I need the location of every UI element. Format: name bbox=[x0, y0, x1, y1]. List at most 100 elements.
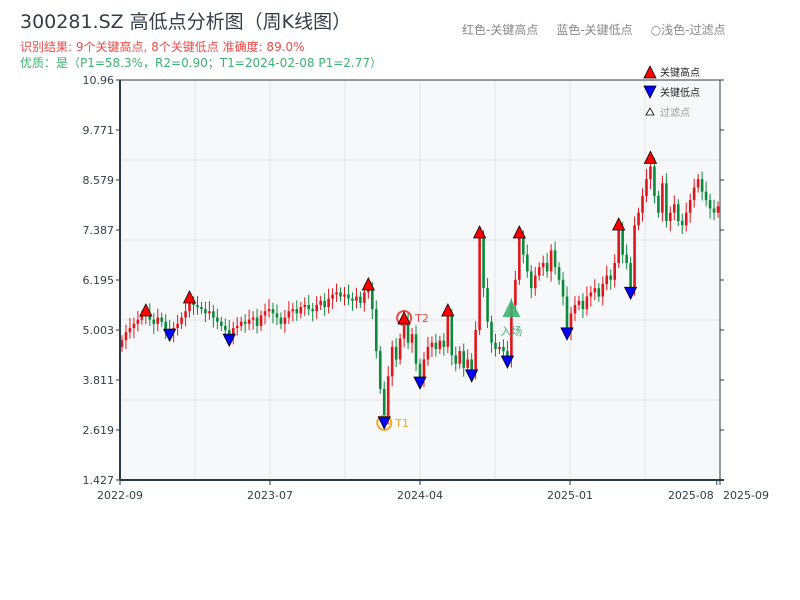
candle-body bbox=[355, 296, 358, 301]
candle-body bbox=[442, 340, 446, 347]
candle-body bbox=[462, 351, 466, 368]
candle-body bbox=[637, 212, 640, 226]
candle-body bbox=[339, 292, 342, 297]
candle-body bbox=[291, 309, 295, 312]
candle-body bbox=[223, 325, 227, 331]
candle-body bbox=[287, 311, 291, 318]
candle-body bbox=[120, 340, 124, 347]
candle-body bbox=[251, 317, 255, 320]
candle-body bbox=[653, 166, 656, 196]
candle-body bbox=[315, 304, 318, 312]
candle-body bbox=[371, 288, 374, 310]
y-tick-label: 1.427 bbox=[83, 474, 115, 487]
candle-body bbox=[188, 302, 191, 312]
candle-body bbox=[645, 179, 648, 196]
candle-body bbox=[192, 302, 195, 305]
t1-label: T1 bbox=[394, 417, 409, 430]
key-high-marker bbox=[643, 150, 658, 164]
key-high-marker bbox=[182, 290, 197, 304]
candle-body bbox=[700, 179, 704, 192]
candle-body bbox=[629, 263, 632, 289]
candle-body bbox=[275, 313, 279, 318]
candle-body bbox=[430, 342, 434, 347]
candle-body bbox=[176, 323, 179, 329]
candle-body bbox=[498, 346, 501, 350]
candle-body bbox=[279, 317, 283, 324]
legend-high-label: 关键高点 bbox=[660, 66, 700, 79]
key-low-marker bbox=[560, 327, 574, 341]
candle-body bbox=[680, 221, 684, 226]
candle-body bbox=[283, 317, 287, 324]
candle-body bbox=[351, 298, 354, 301]
key-high-marker bbox=[441, 303, 455, 317]
candle-body bbox=[398, 338, 402, 360]
candle-body bbox=[247, 319, 251, 324]
candle-body bbox=[152, 319, 156, 324]
key-high-marker bbox=[361, 277, 375, 291]
candle-body bbox=[712, 208, 716, 213]
candle-body bbox=[243, 321, 247, 324]
key-low-marker bbox=[465, 369, 479, 383]
x-tick-label: 2022-09 bbox=[97, 489, 143, 502]
candle-body bbox=[494, 342, 497, 350]
y-tick-label: 2.619 bbox=[83, 424, 115, 437]
candle-body bbox=[200, 307, 203, 310]
quality-summary: 优质：是（P1=58.3%，R2=0.90；T1=2024-02-08 P1=2… bbox=[20, 56, 383, 70]
candle-body bbox=[692, 187, 696, 201]
caption-low: 蓝色-关键低点 bbox=[556, 23, 633, 37]
candle-body bbox=[557, 267, 561, 280]
candle-body bbox=[307, 304, 311, 310]
key-low-marker bbox=[413, 376, 427, 390]
candle-body bbox=[601, 283, 605, 297]
candle-body bbox=[537, 267, 541, 276]
candle-body bbox=[184, 311, 187, 318]
candle-body bbox=[128, 328, 132, 333]
key-high-marker bbox=[472, 225, 487, 239]
x-tick-label: 2025-01 bbox=[547, 489, 593, 502]
candle-body bbox=[696, 179, 700, 188]
candle-body bbox=[267, 309, 271, 312]
candle-body bbox=[669, 212, 672, 222]
candle-body bbox=[486, 288, 489, 322]
candle-body bbox=[378, 351, 382, 389]
candle-body bbox=[136, 319, 140, 324]
candle-body bbox=[553, 250, 557, 268]
key-high-marker bbox=[397, 311, 411, 325]
x-tick-label: 2023-07 bbox=[247, 489, 293, 502]
candle-body bbox=[363, 292, 366, 303]
key-low-marker bbox=[500, 355, 515, 369]
y-tick-label: 10.96 bbox=[83, 74, 115, 87]
candle-body bbox=[625, 254, 628, 264]
candle-body bbox=[541, 263, 545, 268]
y-tick-label: 8.579 bbox=[83, 174, 115, 187]
candle-body bbox=[641, 195, 644, 213]
candle-body bbox=[124, 332, 128, 341]
candle-body bbox=[529, 271, 533, 289]
candle-body bbox=[374, 309, 378, 352]
candle-body bbox=[676, 204, 680, 222]
candle-body bbox=[422, 359, 426, 379]
candle-body bbox=[525, 254, 529, 272]
candle-body bbox=[212, 311, 215, 318]
candle-body bbox=[561, 279, 565, 297]
candle-body bbox=[434, 342, 438, 350]
candle-body bbox=[585, 296, 589, 310]
x-tick-label: 2025-09 bbox=[723, 489, 769, 502]
candle-body bbox=[196, 304, 199, 308]
candle-body bbox=[164, 321, 167, 331]
candle-body bbox=[220, 321, 223, 326]
candle-body bbox=[633, 225, 636, 289]
key-low-marker bbox=[222, 333, 236, 348]
candle-body bbox=[140, 315, 144, 320]
candle-body bbox=[688, 200, 692, 213]
candle-body bbox=[502, 346, 505, 352]
candle-body bbox=[605, 275, 609, 284]
legend-filtered-icon bbox=[645, 107, 655, 116]
candle-body bbox=[478, 237, 481, 331]
candle-body bbox=[311, 309, 315, 312]
candle-body bbox=[597, 288, 601, 297]
candle-body bbox=[569, 313, 573, 331]
candle-body bbox=[673, 204, 676, 213]
candle-body bbox=[573, 304, 577, 314]
y-tick-label: 7.387 bbox=[83, 224, 115, 237]
